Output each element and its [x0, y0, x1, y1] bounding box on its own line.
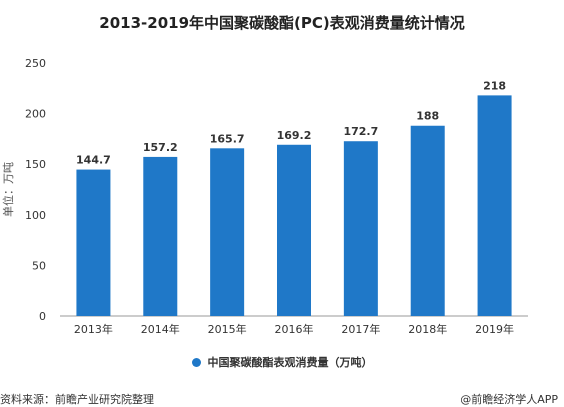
- source-note: 资料来源：前瞻产业研究院整理: [0, 393, 154, 406]
- x-tick-label: 2013年: [74, 322, 113, 336]
- data-label: 157.2: [143, 141, 178, 154]
- y-tick-label: 100: [25, 209, 46, 222]
- y-tick-label: 0: [39, 310, 46, 323]
- data-label: 165.7: [210, 132, 245, 145]
- legend-label: 中国聚碳酸酯表观消费量（万吨）: [207, 356, 373, 369]
- x-tick-label: 2016年: [275, 322, 314, 336]
- y-axis-label: 单位：万吨: [1, 162, 15, 217]
- chart-title: 2013-2019年中国聚碳酸酯(PC)表观消费量统计情况: [99, 14, 465, 32]
- chart-legend: 中国聚碳酸酯表观消费量（万吨）: [0, 354, 564, 370]
- brand-credit: @前瞻经济学人APP: [460, 393, 558, 406]
- x-tick-label: 2019年: [475, 322, 514, 336]
- bar: [76, 169, 111, 316]
- data-label: 172.7: [343, 125, 378, 138]
- data-label: 188: [416, 110, 439, 123]
- footer: 资料来源：前瞻产业研究院整理 @前瞻经济学人APP: [0, 389, 564, 407]
- bar: [343, 141, 378, 316]
- legend-marker: [191, 357, 201, 367]
- x-tick-label: 2015年: [208, 322, 247, 336]
- y-tick-label: 250: [25, 57, 46, 70]
- chart-bars: [76, 95, 512, 316]
- x-tick-label: 2014年: [141, 322, 180, 336]
- bar: [277, 144, 311, 316]
- bar: [143, 156, 178, 316]
- bar: [210, 148, 245, 316]
- data-label: 144.7: [76, 154, 111, 167]
- data-label: 218: [483, 79, 506, 92]
- y-tick-label: 200: [25, 108, 46, 121]
- x-tick-label: 2017年: [341, 322, 380, 336]
- bar: [477, 95, 512, 316]
- y-tick-label: 50: [32, 259, 46, 272]
- chart-labels: 144.7 2013年 157.2 2014年 165.7 2015年 169.2 2016年…: [74, 79, 514, 336]
- x-tick-label: 2018年: [408, 322, 447, 336]
- y-tick-label: 150: [25, 158, 46, 171]
- data-label: 169.2: [277, 129, 312, 142]
- bar: [410, 125, 445, 316]
